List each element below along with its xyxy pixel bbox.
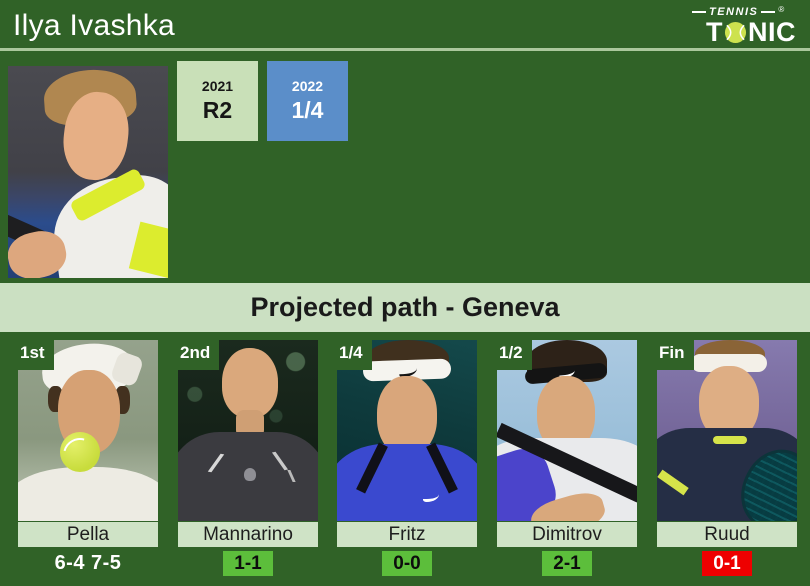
logo-letter-t: T	[706, 17, 723, 47]
player-photo: 1st	[18, 340, 158, 521]
h2h-record: 0-0	[382, 551, 432, 576]
h2h-record: 6-4 7-5	[54, 552, 122, 574]
headband	[691, 354, 767, 372]
section-heading: Projected path - Geneva	[0, 283, 810, 332]
player-name: Dimitrov	[497, 522, 637, 547]
page-title: Ilya Ivashka	[13, 9, 176, 42]
round-label: 2nd	[178, 340, 220, 370]
logo-top-row: TENNIS ®	[692, 4, 796, 18]
face	[699, 366, 759, 440]
opponent-card-fritz: 1/4 Fritz 0-0	[337, 340, 477, 576]
skull-logo	[244, 468, 256, 481]
logo-letters-nic: NIC	[748, 17, 796, 47]
logo-tonic-text: T NIC	[692, 19, 796, 46]
opponent-card-pella: 1st Pella 6-4 7-5	[18, 340, 158, 576]
round-label: Fin	[657, 340, 694, 370]
player-name: Mannarino	[178, 522, 318, 547]
swoosh-icon	[423, 492, 439, 502]
header-divider	[0, 48, 810, 51]
player-photo: 1/2	[497, 340, 637, 521]
round-label: 1/2	[497, 340, 532, 370]
logo-tennis-text: TENNIS	[709, 6, 759, 18]
stat-result: 1/4	[291, 97, 324, 123]
tennis-ball	[56, 431, 104, 479]
h2h-row: 2-1	[497, 551, 637, 576]
opponent-card-ruud: Fin Ruud 0-1	[657, 340, 797, 576]
shirt	[18, 467, 158, 521]
logo-rule-right	[761, 11, 776, 13]
logo-rule-left	[692, 11, 706, 13]
stat-box-2022: 2022 1/4	[267, 61, 348, 141]
shirt-neon-stripe	[713, 436, 747, 444]
h2h-row: 6-4 7-5	[18, 551, 158, 576]
h2h-record: 1-1	[223, 551, 273, 576]
stat-year: 2021	[201, 78, 234, 94]
player-photo: Fin	[657, 340, 797, 521]
tennis-tonic-logo: TENNIS ® T NIC	[692, 4, 796, 46]
h2h-row: 0-0	[337, 551, 477, 576]
player-photo: 1/4	[337, 340, 477, 521]
face	[377, 376, 437, 456]
h2h-row: 1-1	[178, 551, 318, 576]
opponent-card-dimitrov: 1/2 Dimitrov 2-1	[497, 340, 637, 576]
round-label: 1st	[18, 340, 54, 370]
h2h-row: 0-1	[657, 551, 797, 576]
main-player-photo	[8, 66, 168, 278]
h2h-record: 0-1	[702, 551, 752, 576]
round-label: 1/4	[337, 340, 372, 370]
h2h-record: 2-1	[542, 551, 592, 576]
opponent-card-mannarino: 2nd Mannarino 1-1	[178, 340, 318, 576]
stat-box-2021: 2021 R2	[177, 61, 258, 141]
player-name: Pella	[18, 522, 158, 547]
head	[222, 348, 278, 418]
tennis-ball-icon	[724, 21, 747, 44]
stat-year: 2022	[291, 78, 324, 94]
player-name: Fritz	[337, 522, 477, 547]
player-name: Ruud	[657, 522, 797, 547]
stat-result: R2	[202, 97, 233, 123]
registered-mark: ®	[778, 4, 785, 14]
player-photo: 2nd	[178, 340, 318, 521]
